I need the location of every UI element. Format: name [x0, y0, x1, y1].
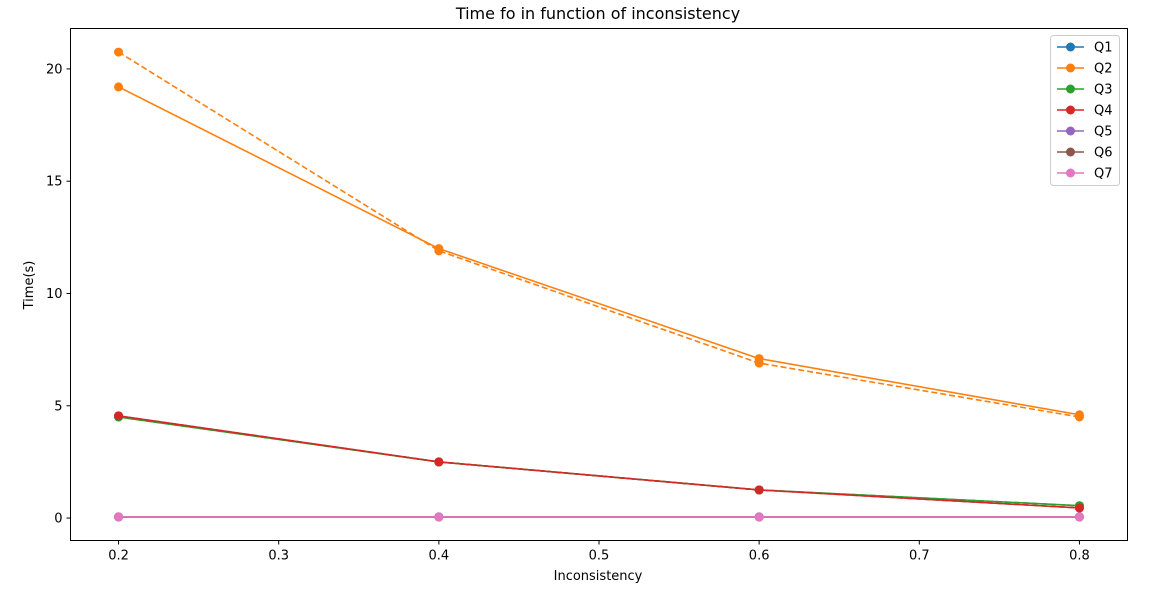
data-point [1074, 412, 1084, 422]
legend-label: Q1 [1094, 41, 1113, 56]
legend-label: Q3 [1094, 83, 1113, 98]
series-line [118, 86, 1080, 416]
legend-item-q1: Q1 [1057, 41, 1113, 56]
legend-marker [1066, 84, 1075, 94]
legend-item-q6: Q6 [1057, 146, 1113, 161]
series-q3 [114, 412, 1084, 511]
series-extra-9 [114, 411, 1084, 513]
data-point [434, 457, 444, 467]
x-tick-label: 0.2 [108, 549, 129, 564]
x-tick-label: 0.3 [268, 549, 289, 564]
chart-title: Time fo in function of inconsistency [455, 4, 740, 23]
x-tick-label: 0.4 [429, 549, 450, 564]
series-extra-8 [114, 412, 1084, 511]
series-line [118, 51, 1080, 418]
legend-item-q3: Q3 [1057, 83, 1113, 98]
legend-marker [1066, 126, 1075, 136]
series-line [118, 415, 1080, 509]
y-tick-label: 5 [54, 399, 62, 414]
data-point [1074, 503, 1084, 513]
y-axis: 0 5 10 15 20 [46, 62, 71, 527]
data-point [754, 512, 764, 522]
data-point [434, 512, 444, 522]
series-line [118, 416, 1080, 507]
series-q7 [114, 512, 1084, 522]
x-tick-label: 0.7 [909, 549, 930, 564]
x-tick-label: 0.6 [749, 549, 770, 564]
series-line [118, 416, 1080, 507]
legend-label: Q5 [1094, 125, 1113, 140]
legend: Q1 Q2 Q3 Q4 Q5 Q6 Q7 [1050, 35, 1120, 186]
series-line [118, 415, 1080, 509]
data-point [114, 47, 124, 57]
plot-frame [70, 28, 1128, 541]
y-tick-label: 15 [46, 175, 63, 190]
data-point [114, 411, 124, 421]
legend-label: Q4 [1094, 104, 1113, 119]
y-tick-label: 10 [46, 287, 63, 302]
legend-marker [1066, 42, 1075, 52]
data-point [754, 485, 764, 495]
legend-marker [1066, 147, 1075, 157]
legend-item-q2: Q2 [1057, 62, 1113, 77]
series-q4 [114, 411, 1084, 513]
x-tick-label: 0.5 [589, 549, 610, 564]
legend-label: Q7 [1094, 167, 1113, 182]
y-tick-label: 20 [46, 62, 63, 77]
series-q2 [114, 82, 1084, 420]
legend-box [1050, 35, 1120, 186]
data-point [434, 246, 444, 256]
legend-marker [1066, 63, 1075, 73]
x-axis-label: Inconsistency [554, 569, 643, 584]
series-extra-7 [114, 47, 1084, 422]
data-point [114, 82, 124, 92]
legend-label: Q6 [1094, 146, 1113, 161]
legend-item-q7: Q7 [1057, 167, 1113, 182]
legend-marker [1066, 105, 1075, 115]
legend-item-q5: Q5 [1057, 125, 1113, 140]
series-layer [114, 47, 1084, 522]
legend-marker [1066, 168, 1075, 178]
data-point [1074, 512, 1084, 522]
data-point [754, 358, 764, 368]
x-tick-label: 0.8 [1069, 549, 1090, 564]
y-tick-label: 0 [54, 512, 62, 527]
legend-item-q4: Q4 [1057, 104, 1113, 119]
x-axis: 0.2 0.3 0.4 0.5 0.6 0.7 0.8 [108, 540, 1090, 564]
data-point [114, 512, 124, 522]
legend-label: Q2 [1094, 62, 1113, 77]
y-axis-label: Time(s) [22, 261, 37, 311]
